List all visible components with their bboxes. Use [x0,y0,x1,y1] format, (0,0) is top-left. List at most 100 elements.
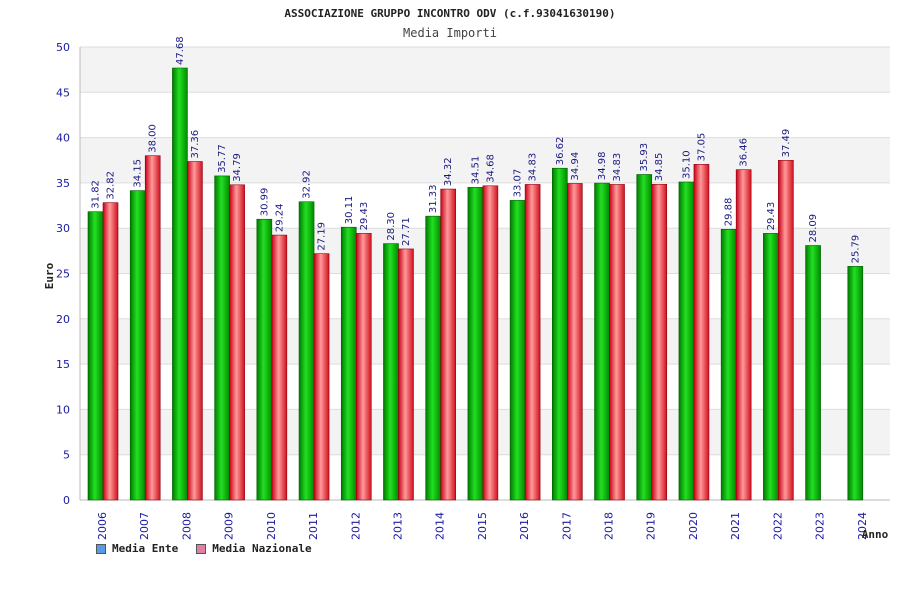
bar-media-ente [636,174,653,501]
x-tick-label: 2023 [814,512,827,540]
x-axis-label: Anno [862,528,889,541]
bar-media-nazionale [609,184,625,501]
data-label-media-ente: 34.98 [597,151,608,180]
legend-item-media-ente: Media Ente [96,542,178,555]
x-tick-label: 2006 [96,512,109,540]
y-tick-label: 10 [56,403,70,416]
bar-media-ente [87,211,104,501]
x-tick-label: 2022 [771,512,784,540]
x-tick-label: 2013 [391,512,404,540]
bar-media-nazionale [482,185,499,501]
bar-media-nazionale [567,183,583,501]
data-label-media-ente: 29.88 [724,198,735,227]
y-tick-label: 35 [56,177,70,190]
y-axis-label: Euro [43,262,56,289]
data-label-media-ente: 47.68 [175,36,186,65]
x-tick-label: 2009 [223,512,236,540]
legend-label-media-nazionale: Media Nazionale [212,542,312,555]
bar-media-nazionale [398,248,414,501]
bar-media-ente [256,218,273,501]
data-label-media-nazionale: 34.83 [528,153,539,182]
bar-media-ente [847,266,864,501]
data-label-media-ente: 32.92 [302,170,313,199]
x-tick-label: 2020 [687,512,700,540]
data-label-media-ente: 30.99 [259,188,270,217]
x-tick-label: 2011 [307,512,320,540]
data-label-media-nazionale: 37.05 [696,133,707,162]
bar-media-ente [340,226,357,501]
bar-media-ente [509,200,526,501]
bar-media-nazionale [778,160,794,501]
data-label-media-ente: 25.79 [850,235,861,264]
x-tick-label: 2024 [856,512,869,540]
legend-item-media-nazionale: Media Nazionale [196,542,312,555]
bar-media-nazionale [271,234,288,501]
bar-media-nazionale [524,184,541,501]
data-label-media-ente: 36.62 [555,137,566,166]
bar-media-nazionale [440,188,456,501]
bar-media-ente [678,181,695,501]
y-tick-label: 40 [56,132,70,145]
data-label-media-ente: 34.15 [133,159,144,188]
bar-media-ente [720,228,737,501]
bar-media-ente [129,190,146,501]
data-label-media-nazionale: 36.46 [739,138,750,167]
data-label-media-ente: 31.82 [91,180,102,209]
x-tick-label: 2014 [434,512,447,540]
x-tick-label: 2016 [518,512,531,540]
bar-media-nazionale [102,202,119,501]
y-tick-label: 0 [63,494,70,507]
data-label-media-nazionale: 38.00 [148,124,159,153]
bar-media-ente [552,167,568,501]
bar-media-ente [467,187,484,501]
bar-media-ente [214,175,230,501]
bar-media-ente [763,233,779,501]
x-tick-label: 2018 [603,512,616,540]
bar-media-nazionale [693,164,710,501]
x-tick-label: 2017 [560,512,573,540]
data-label-media-nazionale: 27.19 [317,222,328,251]
data-label-media-ente: 29.43 [766,202,777,231]
data-label-media-ente: 34.51 [470,156,481,185]
bar-media-nazionale [651,183,668,501]
bar-media-nazionale [144,155,161,501]
y-tick-label: 30 [56,222,70,235]
bar-media-ente [383,243,399,501]
data-label-media-nazionale: 37.49 [781,129,792,158]
legend: Media Ente Media Nazionale [96,542,312,555]
data-label-media-nazionale: 29.43 [359,202,370,231]
grid-band [80,137,890,183]
grid-band [80,47,890,93]
chart-title: ASSOCIAZIONE GRUPPO INCONTRO ODV (c.f.93… [284,7,615,20]
data-label-media-nazionale: 37.36 [190,130,201,159]
plot-area: 0 5 10 15 20 25 30 35 40 45 50 31.82 32.82 2006 34.15 3… [56,36,890,540]
bar-media-nazionale [735,169,752,501]
bar-media-ente [805,245,821,501]
chart-subtitle: Media Importi [403,26,497,40]
bar-media-ente [172,67,188,501]
x-tick-label: 2021 [729,512,742,540]
bar-media-nazionale [229,184,245,501]
y-tick-label: 20 [56,313,70,326]
legend-swatch-media-ente [96,543,106,554]
x-tick-label: 2015 [476,512,489,540]
x-tick-label: 2007 [138,512,151,540]
data-label-media-nazionale: 34.94 [570,152,581,181]
data-label-media-nazionale: 34.85 [654,153,665,182]
x-tick-label: 2012 [349,512,362,540]
legend-swatch-media-nazionale [196,543,207,554]
data-label-media-nazionale: 29.24 [274,203,285,232]
bar-media-ente [425,215,441,501]
data-label-media-ente: 28.09 [808,214,819,243]
data-label-media-nazionale: 34.79 [232,153,243,182]
data-label-media-nazionale: 32.82 [106,171,117,200]
legend-label-media-ente: Media Ente [112,542,179,555]
data-label-media-nazionale: 34.68 [485,154,496,183]
data-label-media-ente: 31.33 [428,185,439,214]
x-tick-label: 2010 [265,512,278,540]
x-tick-label: 2008 [180,512,193,540]
bar-media-ente [298,201,315,501]
y-tick-label: 15 [56,358,70,371]
grid-band [80,92,890,138]
